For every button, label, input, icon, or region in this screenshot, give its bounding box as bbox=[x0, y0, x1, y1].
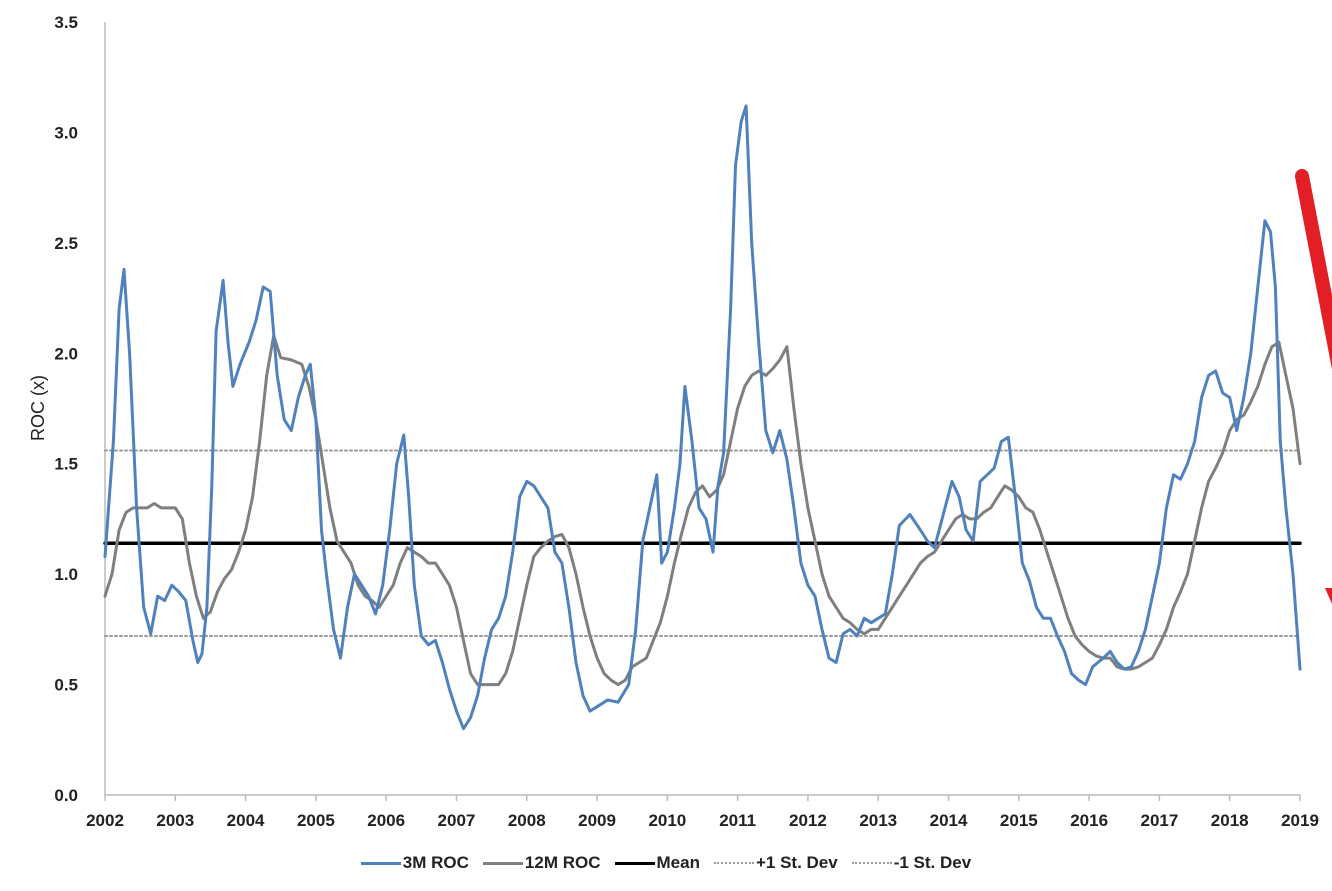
legend-item: +1 St. Dev bbox=[713, 853, 838, 873]
x-tick-label: 2015 bbox=[1000, 811, 1038, 830]
legend-swatch bbox=[360, 861, 401, 865]
roc-line-chart: 0.00.51.01.52.02.53.03.5 2002 2003 2004 200… bbox=[28, 13, 1332, 830]
x-tick-label: 2013 bbox=[859, 811, 897, 830]
x-tick-label: 2005 bbox=[297, 811, 335, 830]
series-line-12m-roc bbox=[103, 334, 1302, 687]
series-lines bbox=[103, 104, 1302, 731]
x-tick-label: 2007 bbox=[438, 811, 476, 830]
x-tick-label: 2014 bbox=[930, 811, 968, 830]
red-arrow-annotation bbox=[1295, 169, 1332, 604]
x-tick-labels: 2002 2003 2004 2005 2006 2007 2008 2009 2010 2011… bbox=[86, 795, 1319, 830]
x-tick-label: 2009 bbox=[578, 811, 616, 830]
y-tick-label: 3.5 bbox=[54, 13, 78, 32]
x-tick-label: 2002 bbox=[86, 811, 124, 830]
red-arrow-head bbox=[1325, 588, 1332, 604]
legend-item: Mean bbox=[614, 853, 700, 873]
legend-label: 3M ROC bbox=[402, 853, 469, 872]
legend-label: -1 St. Dev bbox=[893, 853, 972, 872]
x-tick-label: 2018 bbox=[1211, 811, 1249, 830]
x-tick-label: 2017 bbox=[1140, 811, 1178, 830]
x-tick-label: 2006 bbox=[367, 811, 405, 830]
y-tick-label: 1.5 bbox=[54, 455, 78, 474]
x-tick-label: 2019 bbox=[1281, 811, 1319, 830]
x-tick-label: 2003 bbox=[156, 811, 194, 830]
legend-label: +1 St. Dev bbox=[755, 853, 838, 872]
legend-swatch bbox=[614, 861, 655, 865]
y-tick-label: 2.5 bbox=[54, 234, 78, 253]
legend-swatch bbox=[713, 862, 754, 864]
legend-swatch bbox=[482, 861, 523, 865]
legend-item: 12M ROC bbox=[482, 853, 601, 873]
x-tick-label: 2004 bbox=[227, 811, 265, 830]
x-tick-label: 2011 bbox=[719, 811, 756, 830]
y-tick-label: 3.0 bbox=[54, 123, 78, 142]
x-tick-label: 2016 bbox=[1070, 811, 1108, 830]
y-tick-label: 1.0 bbox=[54, 565, 78, 584]
x-tick-label: 2008 bbox=[508, 811, 546, 830]
x-tick-label: 2012 bbox=[789, 811, 827, 830]
y-tick-label: 0.0 bbox=[54, 786, 78, 805]
legend-label: Mean bbox=[656, 853, 700, 872]
axes bbox=[104, 22, 1300, 796]
series-line-3m-roc bbox=[103, 104, 1302, 731]
legend-item: -1 St. Dev bbox=[851, 853, 972, 873]
y-axis-title: ROC (x) bbox=[28, 375, 48, 441]
y-tick-label: 0.5 bbox=[54, 676, 78, 695]
legend-swatch bbox=[851, 862, 892, 864]
legend-item: 3M ROC bbox=[360, 853, 469, 873]
legend-label: 12M ROC bbox=[524, 853, 601, 872]
red-arrow-shaft bbox=[1295, 169, 1332, 370]
legend: 3M ROC 12M ROC Mean +1 St. Dev -1 St. Dev bbox=[0, 853, 1332, 873]
x-tick-label: 2010 bbox=[648, 811, 686, 830]
y-tick-labels: 0.0 0.5 1.0 1.5 2.0 2.5 3.0 3.5 bbox=[54, 13, 78, 805]
y-tick-label: 2.0 bbox=[54, 344, 78, 363]
